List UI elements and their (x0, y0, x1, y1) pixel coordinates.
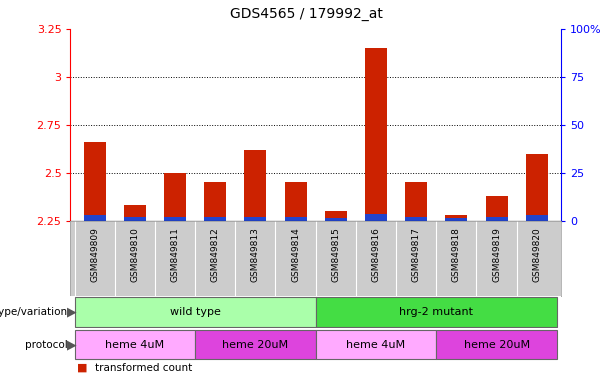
Text: GSM849816: GSM849816 (371, 227, 381, 282)
Text: GSM849815: GSM849815 (331, 227, 340, 282)
Text: wild type: wild type (170, 307, 221, 317)
Bar (445, 215, 468, 221)
Bar (124, 205, 146, 221)
Text: GSM849812: GSM849812 (211, 227, 219, 281)
Text: GSM849818: GSM849818 (452, 227, 461, 282)
Text: heme 20uM: heme 20uM (223, 339, 289, 350)
Bar (526, 154, 548, 221)
Text: genotype/variation: genotype/variation (0, 307, 67, 317)
Bar (245, 217, 267, 221)
Bar (316, 330, 436, 359)
Text: transformed count: transformed count (95, 363, 192, 373)
Bar (365, 214, 387, 221)
Bar (195, 330, 316, 359)
Text: GDS4565 / 179992_at: GDS4565 / 179992_at (230, 7, 383, 22)
Bar (245, 150, 267, 221)
Bar (365, 48, 387, 221)
Text: heme 4uM: heme 4uM (346, 339, 406, 350)
Bar (164, 217, 186, 221)
Bar (284, 217, 306, 221)
Bar (436, 330, 557, 359)
Bar (83, 142, 105, 221)
Bar (485, 196, 508, 221)
Bar (204, 217, 226, 221)
Bar (204, 182, 226, 221)
Text: ▶: ▶ (67, 338, 77, 351)
Text: GSM849809: GSM849809 (90, 227, 99, 282)
Bar (405, 217, 427, 221)
Bar (325, 211, 347, 221)
Text: ▶: ▶ (67, 306, 77, 318)
Text: heme 4uM: heme 4uM (105, 339, 164, 350)
Bar (83, 215, 105, 221)
Bar (325, 218, 347, 221)
Text: GSM849814: GSM849814 (291, 227, 300, 281)
Bar (124, 217, 146, 221)
Bar (284, 182, 306, 221)
Bar (164, 173, 186, 221)
Text: GSM849819: GSM849819 (492, 227, 501, 282)
Text: GSM849817: GSM849817 (412, 227, 421, 282)
Bar (405, 182, 427, 221)
Bar (485, 217, 508, 221)
Text: GSM849820: GSM849820 (532, 227, 541, 281)
Bar (526, 215, 548, 221)
Bar (75, 297, 316, 327)
Text: heme 20uM: heme 20uM (463, 339, 530, 350)
Text: GSM849813: GSM849813 (251, 227, 260, 282)
Bar (316, 297, 557, 327)
Bar (75, 330, 195, 359)
Text: GSM849811: GSM849811 (170, 227, 180, 282)
Text: hrg-2 mutant: hrg-2 mutant (399, 307, 473, 317)
Text: protocol: protocol (25, 339, 67, 350)
Bar (445, 218, 468, 221)
Text: ■: ■ (77, 363, 87, 373)
Text: GSM849810: GSM849810 (131, 227, 139, 282)
